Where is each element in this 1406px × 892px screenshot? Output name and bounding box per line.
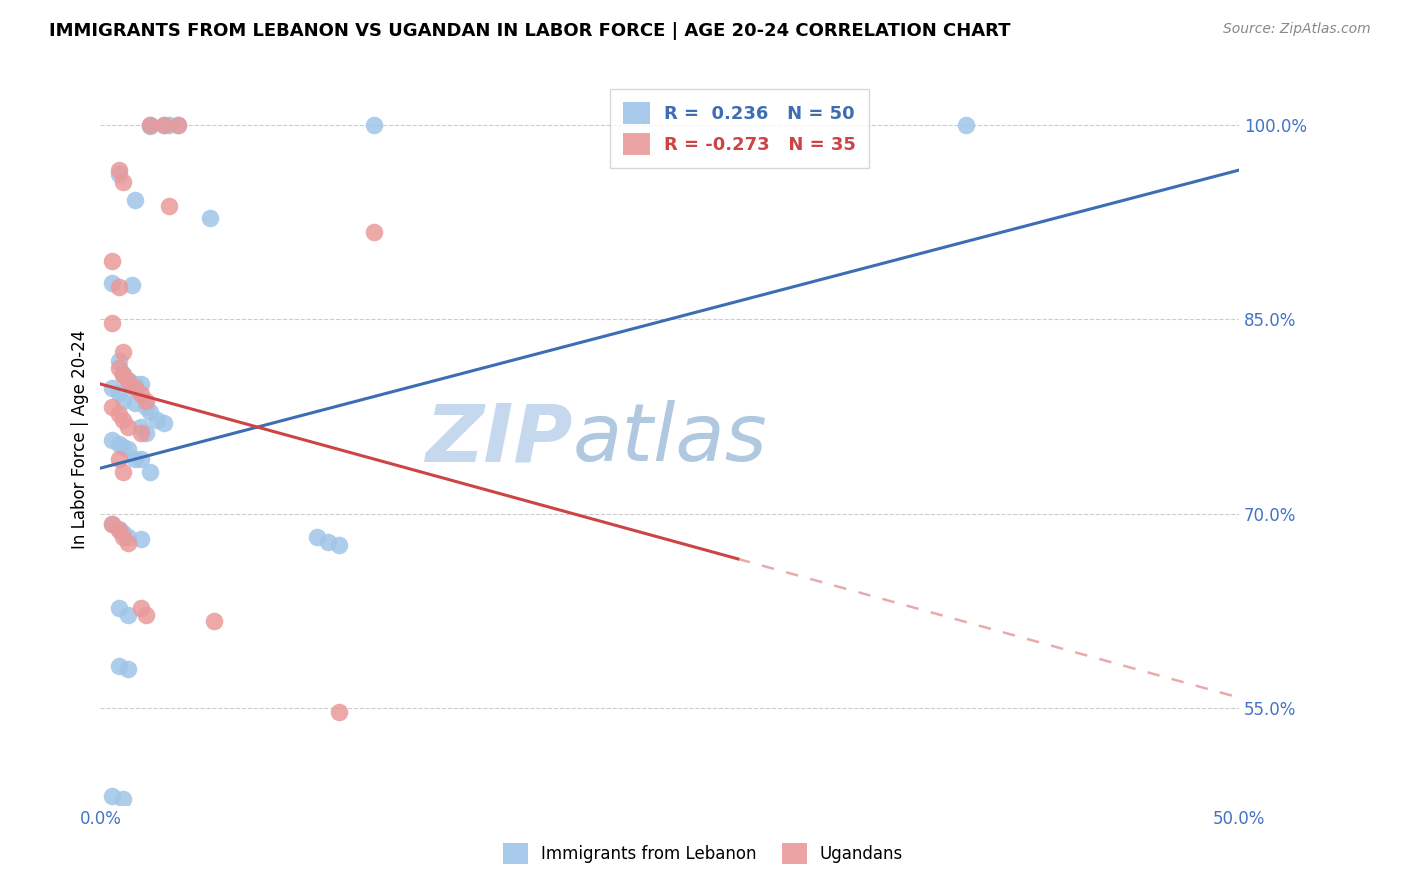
Point (131, 376, 153, 391)
Point (112, 465, 135, 479)
Point (955, 118, 977, 132)
Point (139, 119, 162, 133)
Point (117, 375, 139, 389)
Point (100, 276, 122, 290)
Point (131, 601, 153, 615)
Point (124, 193, 146, 207)
Legend: Immigrants from Lebanon, Ugandans: Immigrants from Lebanon, Ugandans (496, 837, 910, 871)
Point (166, 118, 188, 132)
Text: atlas: atlas (572, 400, 768, 478)
Point (107, 386, 129, 401)
Point (124, 452, 146, 467)
Point (124, 396, 146, 410)
Point (112, 413, 135, 427)
Point (107, 361, 129, 376)
Point (107, 436, 129, 450)
Point (305, 530, 328, 544)
Point (121, 278, 143, 293)
Point (112, 368, 135, 382)
Point (107, 659, 129, 673)
Point (107, 522, 129, 536)
Point (146, 813, 169, 827)
Point (363, 225, 385, 239)
Point (100, 316, 122, 330)
Point (139, 465, 162, 479)
Point (139, 405, 162, 419)
Point (100, 789, 122, 803)
Point (100, 401, 122, 415)
Point (112, 344, 135, 359)
Point (107, 163, 129, 178)
Point (107, 601, 129, 615)
Text: ZIP: ZIP (426, 400, 572, 478)
Point (124, 808, 146, 822)
Point (100, 516, 122, 531)
Point (117, 373, 139, 387)
Point (363, 118, 385, 132)
Point (124, 376, 146, 391)
Point (117, 419, 139, 434)
Point (316, 535, 339, 549)
Point (112, 791, 135, 805)
Point (166, 118, 188, 132)
Point (131, 452, 153, 467)
Point (100, 381, 122, 395)
Point (131, 533, 153, 547)
Point (107, 280, 129, 294)
Point (107, 407, 129, 421)
Point (198, 211, 221, 226)
Point (153, 416, 176, 430)
Point (117, 536, 139, 550)
Point (139, 118, 162, 132)
Point (153, 118, 176, 132)
Point (107, 524, 129, 538)
Point (117, 662, 139, 676)
Point (100, 516, 122, 531)
Point (157, 118, 180, 132)
Point (112, 393, 135, 408)
Point (328, 538, 350, 552)
Y-axis label: In Labor Force | Age 20-24: In Labor Force | Age 20-24 (72, 329, 89, 549)
Legend: R =  0.236   N = 50, R = -0.273   N = 35: R = 0.236 N = 50, R = -0.273 N = 35 (610, 89, 869, 168)
Point (131, 426, 153, 441)
Point (131, 419, 153, 434)
Point (139, 118, 162, 132)
Point (112, 526, 135, 541)
Point (107, 353, 129, 368)
Text: Source: ZipAtlas.com: Source: ZipAtlas.com (1223, 22, 1371, 37)
Point (107, 452, 129, 467)
Point (112, 441, 135, 455)
Point (135, 426, 157, 441)
Point (100, 433, 122, 447)
Point (135, 607, 157, 622)
Point (117, 442, 139, 456)
Point (202, 614, 225, 628)
Point (107, 167, 129, 181)
Point (124, 381, 146, 395)
Point (117, 530, 139, 544)
Point (157, 199, 180, 213)
Point (112, 175, 135, 189)
Point (153, 118, 176, 132)
Point (112, 530, 135, 544)
Point (131, 387, 153, 401)
Point (135, 401, 157, 415)
Text: IMMIGRANTS FROM LEBANON VS UGANDAN IN LABOR FORCE | AGE 20-24 CORRELATION CHART: IMMIGRANTS FROM LEBANON VS UGANDAN IN LA… (49, 22, 1011, 40)
Point (328, 705, 350, 719)
Point (100, 253, 122, 268)
Point (146, 413, 169, 427)
Point (135, 393, 157, 408)
Point (112, 367, 135, 381)
Point (117, 607, 139, 622)
